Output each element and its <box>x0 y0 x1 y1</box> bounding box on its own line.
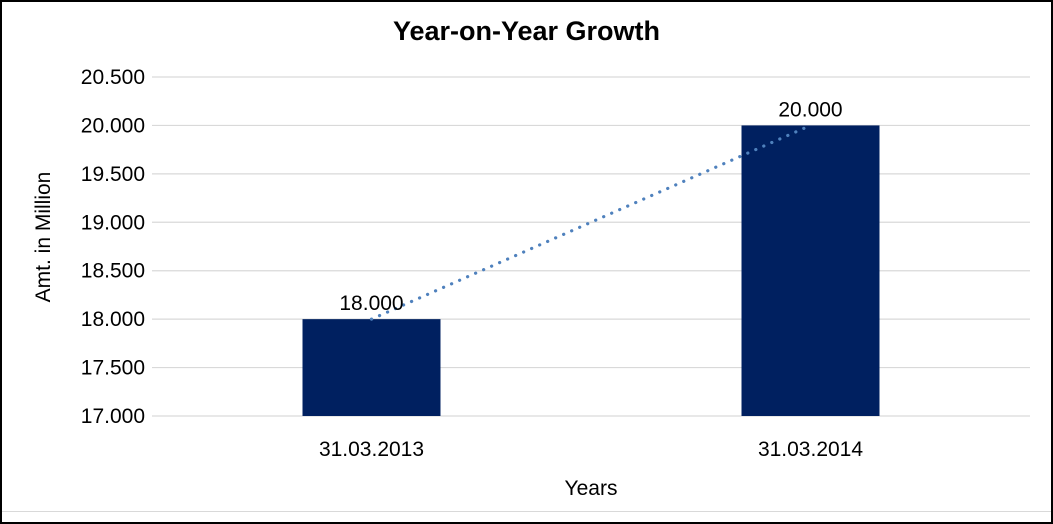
bottom-divider-line <box>2 511 1051 512</box>
y-tick-label: 18.000 <box>81 308 145 331</box>
y-axis-title: Amt. in Million <box>32 171 55 303</box>
y-tick-label: 20.500 <box>81 66 145 89</box>
chart-title: Year-on-Year Growth <box>392 16 661 46</box>
bar-data-label: 18.000 <box>339 292 403 315</box>
y-tick-label: 19.000 <box>81 211 145 234</box>
y-tick-label: 17.000 <box>81 405 145 428</box>
x-axis-title: Years <box>564 477 618 500</box>
bar-31.03.2013[interactable] <box>302 319 441 416</box>
y-tick-label: 19.500 <box>81 163 145 186</box>
bar-data-label: 20.000 <box>778 98 842 121</box>
trendline[interactable] <box>369 123 813 321</box>
y-tick-label: 20.000 <box>81 114 145 137</box>
y-tick-label: 18.500 <box>81 260 145 283</box>
bar-31.03.2014[interactable] <box>741 125 880 416</box>
y-tick-label: 17.500 <box>81 357 145 380</box>
x-category-label: 31.03.2014 <box>758 438 863 461</box>
x-category-label: 31.03.2013 <box>319 438 424 461</box>
